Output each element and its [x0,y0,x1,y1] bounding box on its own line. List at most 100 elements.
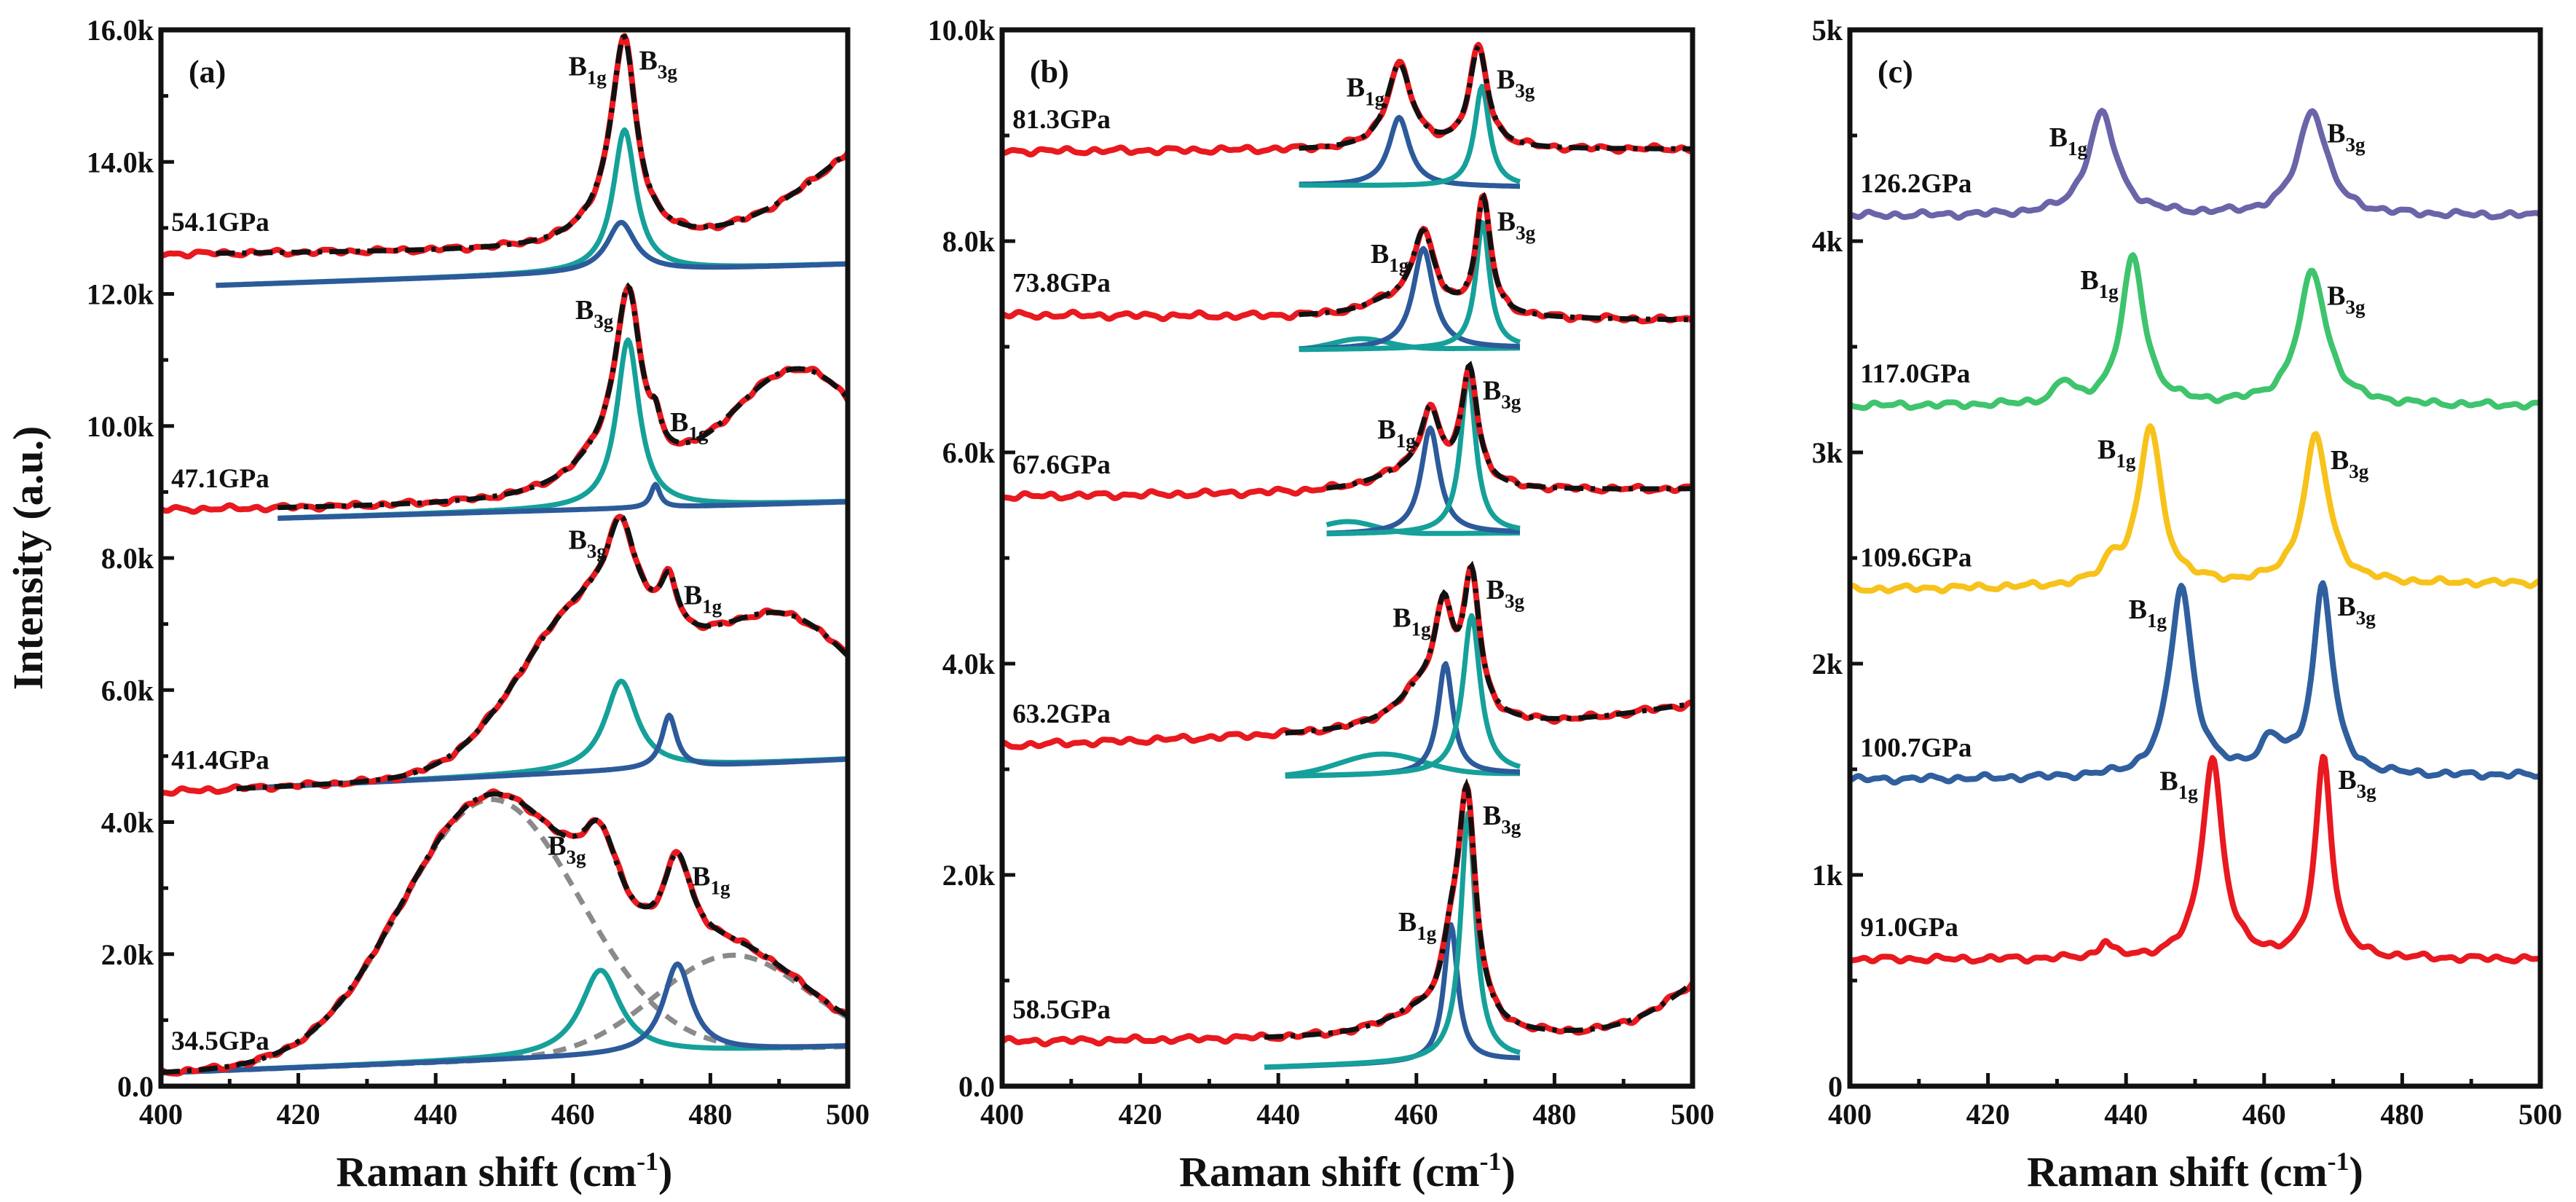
experimental-curve [1848,108,2542,221]
mode-label-subscript: 3g [1501,816,1521,838]
panel-label: (c) [1878,54,1913,90]
mode-label-B3g: B3g [568,525,607,562]
mode-label-B3g: B3g [1486,575,1525,612]
pressure-label: 41.4GPa [171,746,269,776]
x-tick-label: 500 [2518,1098,2562,1131]
pressure-label: 34.5GPa [171,1026,269,1056]
component-B3g-curve [1284,751,1521,778]
component-B3g-curve [1298,219,1521,353]
panel-a: 400 420 440 460 480 500 0.0 2.0k 4.0k 6.0k 8.0k 10.… [87,14,870,1195]
y-tick-label: 4k [1812,225,1843,258]
mode-label-base: B [2338,765,2356,796]
y-tick-label: 6.0k [101,674,154,707]
mode-label-B3g: B3g [639,46,678,83]
mode-label-subscript: 1g [2178,781,2199,803]
x-axis-label: Raman shift (cm-1) [2027,1147,2363,1195]
mode-label-base: B [575,295,594,326]
plot-frame [1847,27,2543,1089]
mode-label-B1g: B1g [1377,415,1416,452]
y-tick-label: 10.0k [87,410,154,443]
mode-label-B3g: B3g [2327,280,2366,318]
x-tick-label: 440 [1256,1098,1300,1131]
x-axis-label-end: ) [658,1148,672,1195]
pressure-label: 91.0GPa [1860,913,1958,943]
x-tick-label: 440 [2104,1098,2148,1131]
fit-curve [1299,42,1693,152]
mode-label-subscript: 1g [710,876,730,898]
x-tick-label: 460 [1395,1098,1438,1131]
mode-label-subscript: 3g [1516,221,1536,243]
mode-label-subscript: 3g [2346,296,2366,318]
pressure-label: 81.3GPa [1012,105,1111,135]
mode-label-B1g: B1g [2080,265,2119,302]
mode-label-base: B [1497,64,1515,95]
component-B1g-curve [215,219,849,288]
mode-label-subscript: 3g [1501,390,1521,412]
mode-label-base: B [684,581,702,611]
mode-label-B1g: B1g [1398,907,1437,944]
x-axis-label-superscript: -1 [637,1147,658,1176]
x-axis-label-text: Raman shift (cm [2027,1148,2327,1195]
mode-label-B3g: B3g [1483,375,1521,412]
mode-label-base: B [2049,122,2068,153]
mode-label-subscript: 1g [1396,430,1417,452]
x-tick-label: 400 [139,1098,183,1131]
panel-label: (a) [189,54,226,90]
mode-label-subscript: 1g [1417,922,1437,944]
fit-curve [1285,560,1693,736]
mode-label-base: B [2159,766,2178,796]
mode-label-subscript: 1g [1365,87,1385,109]
pressure-label: 67.6GPa [1012,450,1111,480]
mode-label-base: B [692,861,710,892]
x-tick-label: 420 [1119,1098,1162,1131]
x-axis-label-end: ) [1502,1148,1516,1195]
mode-label-B1g: B1g [692,861,730,898]
y-tick-label: 12.0k [87,278,154,311]
experimental-curve [1848,252,2542,412]
component-B3g-curve [277,337,849,521]
x-tick-label: 420 [1966,1098,2010,1131]
mode-label-base: B [2331,445,2349,476]
x-axis-label: Raman shift (cm-1) [336,1147,673,1195]
fit-curve [1299,192,1693,323]
spectrum-34.5GPa: 34.5GPa B3g B1g [159,788,850,1077]
x-tick-label: 480 [1532,1098,1576,1131]
x-axis-label-text: Raman shift (cm [1179,1148,1479,1195]
experimental-curve [1001,563,1694,750]
mode-label-B3g: B3g [575,295,614,332]
mode-label-B1g: B1g [1347,72,1385,109]
mode-label-subscript: 1g [2099,280,2119,302]
mode-label-subscript: 3g [594,310,614,332]
mode-label-B3g: B3g [548,831,586,868]
x-axis-label-text: Raman shift (cm [336,1148,637,1195]
mode-label-base: B [1377,415,1395,445]
y-tick-label: 6.0k [942,436,996,469]
mode-label-B1g: B1g [2129,594,2167,632]
plot-frame [999,27,1695,1089]
panel-b: 400 420 440 460 480 500 0.0 2.0k 4.0k 6.0k 8.0k 10.… [928,14,1714,1195]
y-tick-label: 14.0k [87,146,154,178]
component-B1g-curve [277,482,849,521]
mode-label-B1g: B1g [568,52,607,89]
fit-curve [236,513,850,791]
x-tick-label: 400 [980,1098,1024,1131]
panel-label: (b) [1030,54,1069,90]
mode-label-B3g: B3g [2337,592,2376,629]
mode-label-subscript: 3g [2357,780,2377,802]
mode-label-base: B [1497,206,1516,237]
component-B1g-curve [159,961,849,1076]
mode-label-base: B [568,52,586,82]
mode-label-base: B [2337,592,2355,622]
y-tick-label: 2k [1812,648,1843,680]
fit-curve [216,34,850,256]
experimental-curve [159,33,850,260]
mode-label-base: B [1486,575,1505,605]
